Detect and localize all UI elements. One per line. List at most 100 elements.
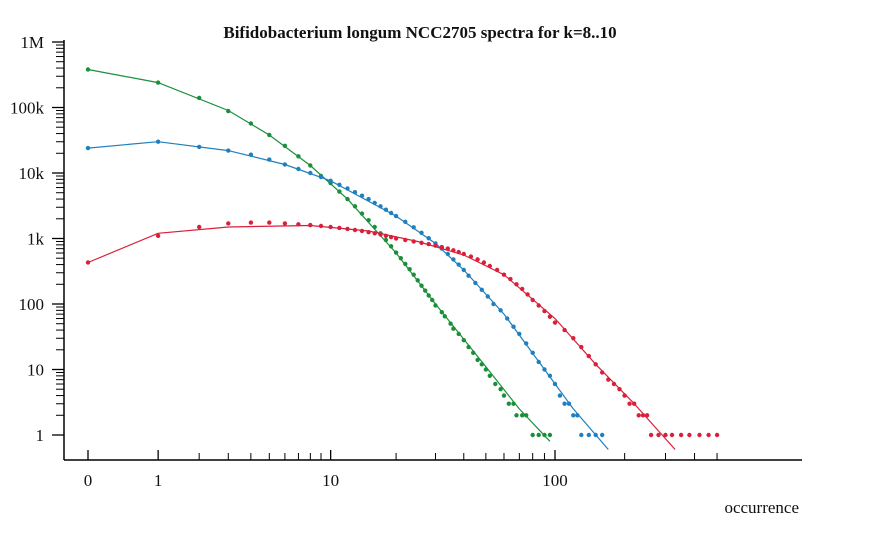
series-3-point xyxy=(383,233,389,238)
series-3-point xyxy=(366,230,371,235)
series-3-point xyxy=(669,432,675,438)
series-2-point xyxy=(296,166,301,172)
series-3-point xyxy=(600,370,605,375)
series-3-point xyxy=(85,260,91,265)
series-3-point xyxy=(644,413,650,418)
series-2-point xyxy=(547,373,553,378)
series-2-point xyxy=(388,210,394,216)
series-2-point xyxy=(461,267,466,273)
series-3-point xyxy=(706,432,711,438)
series-2-point xyxy=(473,280,478,286)
series-1-point xyxy=(430,297,435,303)
series-2-point xyxy=(593,432,598,438)
series-3-point xyxy=(687,432,692,438)
series-3-point xyxy=(461,251,466,257)
series-2-point xyxy=(511,324,516,329)
series-3-point xyxy=(622,393,627,398)
y-tick-label: 10k xyxy=(19,164,45,183)
series-3-point xyxy=(372,231,377,236)
series-2-point xyxy=(328,178,333,183)
series-3-fit-line xyxy=(87,224,676,450)
series-3-point xyxy=(248,220,254,225)
series-1-point xyxy=(197,95,202,101)
series-1-point xyxy=(359,211,365,216)
series-1-point xyxy=(483,367,489,372)
series-3-point xyxy=(494,267,500,273)
series-2-point xyxy=(403,219,408,224)
y-tick-label: 1M xyxy=(20,33,44,52)
series-1-point xyxy=(433,303,438,308)
series-3-point xyxy=(697,432,702,438)
series-2-point xyxy=(419,230,424,235)
series-3-point xyxy=(318,223,324,229)
series-1-point xyxy=(85,67,91,72)
series-3-point xyxy=(411,239,416,244)
series-2-point xyxy=(345,186,350,191)
series-1-point xyxy=(415,278,420,283)
x-tick-label: 100 xyxy=(542,471,568,490)
series-1-point xyxy=(514,413,519,418)
series-2-point xyxy=(226,148,231,153)
series-2-point xyxy=(359,193,365,198)
series-2-point xyxy=(600,432,605,438)
series-3-point xyxy=(352,227,358,233)
series-2-point xyxy=(575,413,580,418)
series-1-point xyxy=(248,121,254,126)
series-1-point xyxy=(466,344,471,350)
series-2-point xyxy=(479,287,484,292)
series-1-point xyxy=(448,321,453,326)
series-3-point xyxy=(656,432,661,438)
series-2-point xyxy=(451,257,456,262)
series-2-point xyxy=(426,236,431,241)
series-2-point xyxy=(524,341,529,346)
series-1-point xyxy=(506,401,511,406)
series-1-point xyxy=(419,283,424,288)
series-3-point xyxy=(562,327,567,333)
series-2-point xyxy=(562,401,567,406)
series-3-point xyxy=(552,320,558,325)
series-2-point xyxy=(557,393,563,398)
series-2-point xyxy=(85,145,91,151)
series-2-point xyxy=(579,432,584,438)
series-1-point xyxy=(487,373,492,378)
series-3-point xyxy=(468,254,474,259)
series-1-point xyxy=(451,326,456,331)
x-tick-label: 10 xyxy=(322,471,339,490)
series-2-point xyxy=(530,350,535,355)
series-3-point xyxy=(439,244,444,250)
series-3-point xyxy=(403,237,408,243)
y-tick-label: 10 xyxy=(27,361,44,380)
series-1-point xyxy=(475,357,480,363)
series-2-point xyxy=(352,190,358,195)
series-3-point xyxy=(296,222,301,227)
series-3-point xyxy=(586,353,591,359)
y-tick-label: 1k xyxy=(27,230,45,249)
series-3-point xyxy=(433,243,438,248)
series-1-point xyxy=(296,154,301,159)
series-2-point xyxy=(552,381,558,387)
series-3-point xyxy=(451,248,456,253)
series-3-point xyxy=(378,232,383,237)
series-3-point xyxy=(617,387,622,392)
series-2-point xyxy=(155,139,161,144)
series-3-point xyxy=(678,432,684,438)
series-2-point xyxy=(542,367,547,372)
series-1-point xyxy=(282,143,288,148)
series-1-point xyxy=(524,413,529,418)
series-1-point xyxy=(439,310,444,315)
series-1-point xyxy=(426,293,431,298)
series-1-point xyxy=(155,80,161,85)
series-3-point xyxy=(475,257,480,262)
series-3-point xyxy=(648,432,654,438)
y-ticks: 1 10 100 1k 10k 100k 1M xyxy=(10,33,64,445)
x-tick-label: 1 xyxy=(154,471,163,490)
series-1-point xyxy=(366,218,371,223)
series-1-point xyxy=(407,267,412,272)
series-2-point xyxy=(456,262,461,267)
series-2-point xyxy=(197,144,202,150)
series-2-point xyxy=(378,204,383,209)
series-1-point xyxy=(456,331,461,337)
series-1-point xyxy=(461,338,466,343)
series-3-point xyxy=(611,381,617,387)
